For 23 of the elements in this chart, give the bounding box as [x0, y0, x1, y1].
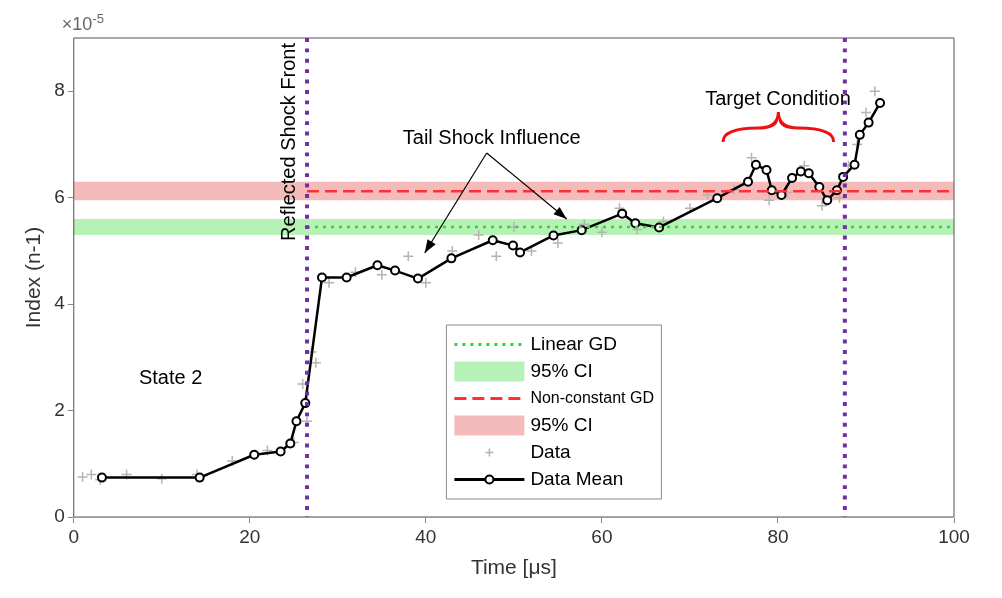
y-tick-label: 2: [54, 398, 65, 420]
legend-label: Non-constant GD: [530, 388, 654, 406]
y-axis-title: Index (n-1): [21, 226, 45, 329]
legend-label: Linear GD: [530, 332, 617, 354]
ref-line-label: Reflected Shock Front: [276, 42, 299, 241]
x-tick-label: 40: [415, 525, 437, 547]
x-axis-title: Time [μs]: [470, 555, 557, 579]
y-tick-label: 6: [54, 185, 65, 207]
x-tick-label: 0: [68, 525, 80, 547]
legend-label: 95% CI: [530, 413, 593, 435]
y-tick-label: 0: [54, 505, 65, 527]
legend-label: Data Mean: [530, 467, 624, 489]
annotation: Target Condition: [705, 86, 851, 109]
x-tick-label: 100: [938, 525, 970, 547]
annotation: Tail Shock Influence: [402, 126, 581, 149]
x-tick-label: 60: [591, 525, 613, 547]
x-tick-label: 20: [239, 525, 261, 547]
x-tick-label: 80: [767, 525, 789, 547]
annotation: State 2: [138, 365, 203, 388]
y-tick-label: 8: [54, 79, 65, 101]
legend-label: Data: [530, 440, 571, 462]
y-tick-label: 4: [54, 292, 66, 314]
legend-label: 95% CI: [530, 359, 593, 381]
